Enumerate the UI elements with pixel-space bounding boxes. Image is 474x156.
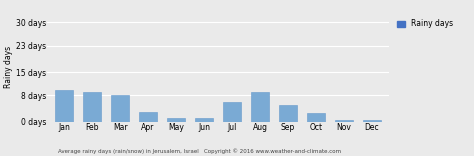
Bar: [307, 113, 325, 122]
Text: Average rainy days (rain/snow) in Jerusalem, Israel   Copyright © 2016 www.weath: Average rainy days (rain/snow) in Jerusa…: [57, 148, 341, 154]
Y-axis label: Rainy days: Rainy days: [4, 46, 13, 88]
Bar: [251, 92, 269, 122]
Bar: [279, 105, 297, 122]
Bar: [139, 112, 157, 122]
Bar: [335, 120, 353, 122]
Bar: [223, 102, 241, 122]
Bar: [167, 118, 185, 122]
Bar: [363, 120, 381, 122]
Legend: Rainy days: Rainy days: [397, 19, 453, 28]
Bar: [111, 95, 129, 122]
Bar: [195, 118, 213, 122]
Bar: [55, 90, 73, 122]
Bar: [83, 92, 101, 122]
